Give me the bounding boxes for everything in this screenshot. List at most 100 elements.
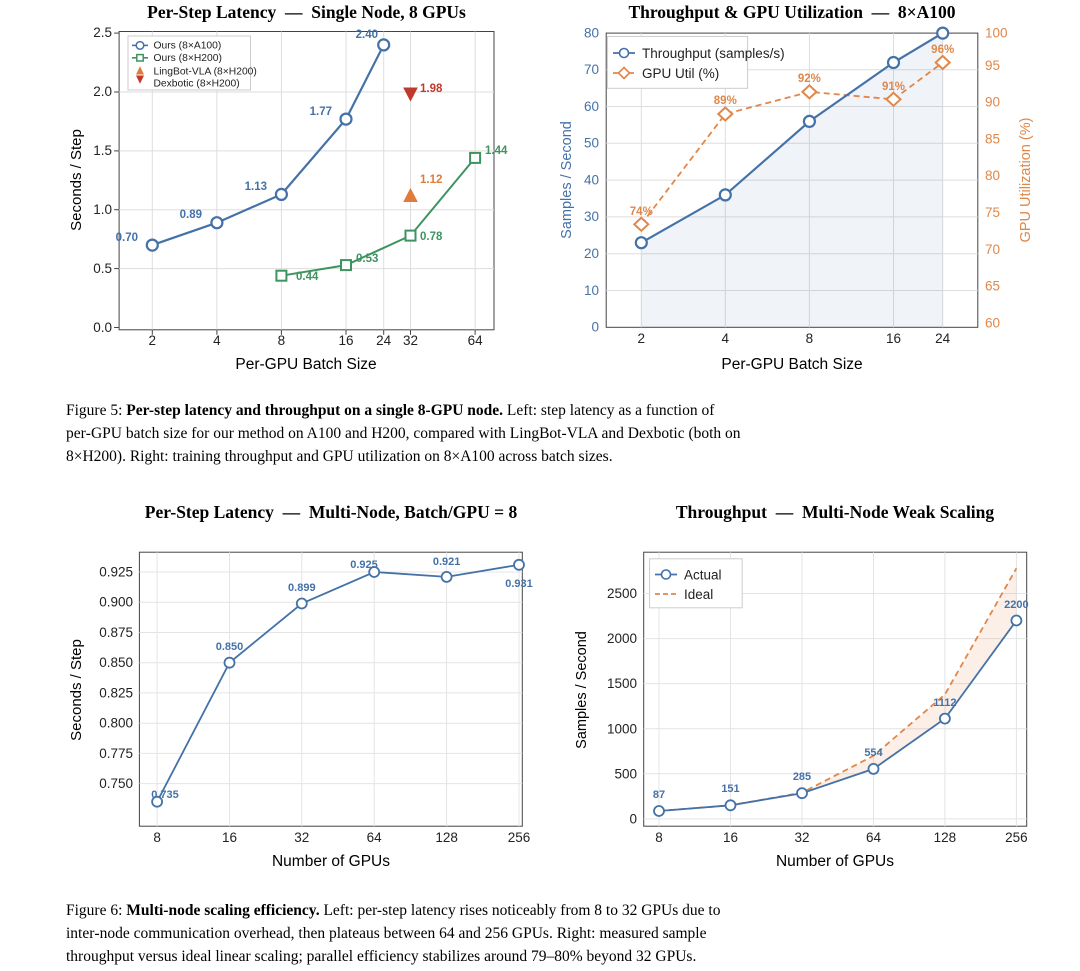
svg-text:0.875: 0.875	[99, 625, 133, 640]
svg-text:80: 80	[584, 26, 599, 41]
svg-text:64: 64	[367, 830, 383, 845]
svg-text:151: 151	[721, 783, 739, 795]
svg-text:256: 256	[1005, 830, 1028, 845]
svg-text:0: 0	[629, 812, 637, 827]
svg-text:Dexbotic (8×H200): Dexbotic (8×H200)	[154, 79, 240, 90]
svg-text:0.850: 0.850	[99, 655, 133, 670]
svg-text:GPU Util (%): GPU Util (%)	[642, 66, 719, 81]
svg-text:85: 85	[985, 131, 1000, 146]
svg-text:90: 90	[985, 95, 1000, 110]
svg-text:70: 70	[985, 242, 1000, 257]
svg-text:74%: 74%	[630, 206, 653, 218]
svg-text:30: 30	[584, 209, 599, 224]
svg-text:40: 40	[584, 172, 599, 187]
svg-text:Number of GPUs: Number of GPUs	[776, 853, 894, 870]
svg-text:256: 256	[508, 830, 531, 845]
svg-text:128: 128	[934, 830, 957, 845]
svg-text:Per-GPU Batch Size: Per-GPU Batch Size	[235, 356, 376, 373]
svg-text:80: 80	[985, 168, 1000, 183]
svg-text:1.12: 1.12	[420, 174, 442, 186]
svg-text:0.735: 0.735	[151, 789, 179, 801]
svg-text:100: 100	[985, 26, 1008, 41]
svg-text:1.77: 1.77	[310, 106, 332, 118]
svg-text:128: 128	[435, 830, 458, 845]
svg-text:Actual: Actual	[684, 568, 722, 583]
svg-text:Samples / Second: Samples / Second	[574, 631, 590, 749]
svg-text:1500: 1500	[607, 676, 637, 691]
svg-text:2500: 2500	[607, 586, 637, 601]
svg-text:0.925: 0.925	[99, 565, 133, 580]
svg-text:32: 32	[794, 830, 809, 845]
svg-text:0.921: 0.921	[433, 556, 461, 568]
svg-text:20: 20	[584, 246, 599, 261]
svg-text:Ideal: Ideal	[684, 587, 713, 602]
svg-text:89%: 89%	[714, 95, 737, 107]
svg-text:60: 60	[985, 315, 1000, 330]
svg-text:75: 75	[985, 205, 1000, 220]
svg-text:Ours (8×A100): Ours (8×A100)	[154, 41, 222, 52]
svg-text:Number of GPUs: Number of GPUs	[272, 853, 390, 870]
svg-text:8: 8	[153, 830, 161, 845]
svg-text:0.5: 0.5	[93, 261, 112, 276]
svg-text:8: 8	[655, 830, 663, 845]
svg-text:32: 32	[403, 333, 418, 348]
svg-text:0.78: 0.78	[420, 231, 443, 243]
svg-text:64: 64	[468, 333, 484, 348]
svg-text:1000: 1000	[607, 721, 637, 736]
svg-text:Per-GPU Batch Size: Per-GPU Batch Size	[721, 356, 862, 373]
svg-text:16: 16	[886, 331, 901, 346]
svg-text:1.0: 1.0	[93, 202, 112, 217]
svg-text:8: 8	[806, 331, 814, 346]
svg-text:2: 2	[638, 331, 646, 346]
svg-text:2: 2	[149, 333, 157, 348]
svg-text:91%: 91%	[882, 81, 905, 93]
svg-text:24: 24	[376, 333, 392, 348]
svg-text:285: 285	[793, 771, 811, 783]
svg-text:2.0: 2.0	[93, 84, 112, 99]
svg-text:1.13: 1.13	[245, 181, 267, 193]
svg-text:0.925: 0.925	[350, 559, 378, 571]
svg-text:0.89: 0.89	[180, 209, 202, 221]
svg-text:70: 70	[584, 62, 599, 77]
svg-text:2.40: 2.40	[356, 29, 378, 41]
svg-text:24: 24	[935, 331, 951, 346]
svg-text:LingBot-VLA (8×H200): LingBot-VLA (8×H200)	[154, 66, 257, 77]
svg-text:60: 60	[584, 99, 599, 114]
svg-text:2.5: 2.5	[93, 25, 112, 40]
svg-text:0.70: 0.70	[116, 232, 138, 244]
svg-text:32: 32	[294, 830, 309, 845]
svg-text:500: 500	[614, 766, 637, 781]
svg-text:95: 95	[985, 58, 1000, 73]
svg-text:Seconds / Step: Seconds / Step	[68, 129, 85, 231]
svg-text:4: 4	[213, 333, 221, 348]
svg-text:1.98: 1.98	[420, 83, 443, 95]
svg-text:96%: 96%	[931, 44, 954, 56]
svg-text:0.44: 0.44	[296, 271, 319, 283]
svg-text:64: 64	[866, 830, 882, 845]
svg-text:0.899: 0.899	[288, 582, 316, 594]
svg-text:0.850: 0.850	[216, 641, 244, 653]
svg-text:16: 16	[222, 830, 237, 845]
svg-text:16: 16	[723, 830, 738, 845]
svg-text:8: 8	[278, 333, 286, 348]
svg-text:GPU Utilization (%): GPU Utilization (%)	[1018, 118, 1034, 243]
svg-text:0.750: 0.750	[99, 776, 133, 791]
svg-text:0.931: 0.931	[505, 578, 533, 590]
svg-text:0.0: 0.0	[93, 320, 112, 335]
svg-text:0.775: 0.775	[99, 746, 133, 761]
svg-text:0: 0	[591, 320, 599, 335]
svg-text:4: 4	[722, 331, 730, 346]
svg-text:2200: 2200	[1004, 599, 1028, 611]
svg-text:Seconds / Step: Seconds / Step	[68, 639, 85, 741]
svg-text:1.44: 1.44	[485, 145, 508, 157]
svg-text:1.5: 1.5	[93, 143, 112, 158]
svg-text:50: 50	[584, 136, 599, 151]
svg-text:0.825: 0.825	[99, 685, 133, 700]
svg-text:10: 10	[584, 283, 599, 298]
svg-text:0.800: 0.800	[99, 716, 133, 731]
svg-text:92%: 92%	[798, 73, 821, 85]
svg-text:Throughput (samples/s): Throughput (samples/s)	[642, 46, 785, 61]
svg-text:Samples / Second: Samples / Second	[559, 121, 575, 239]
svg-text:554: 554	[864, 747, 883, 759]
svg-text:Ours (8×H200): Ours (8×H200)	[154, 53, 222, 64]
